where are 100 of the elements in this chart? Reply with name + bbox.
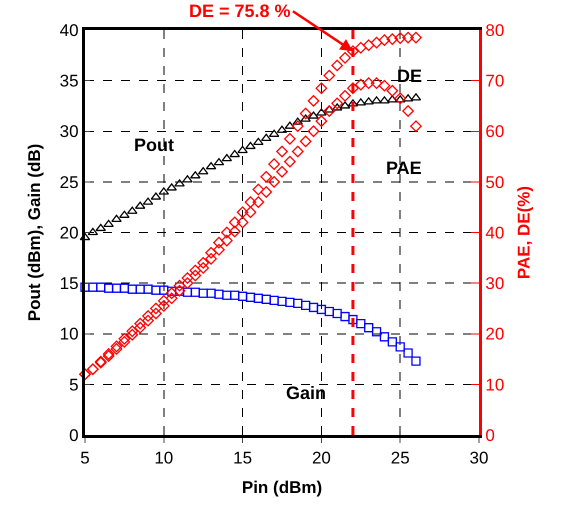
point	[174, 280, 186, 292]
point	[284, 156, 296, 168]
point	[308, 302, 318, 312]
point	[254, 294, 264, 303]
point	[411, 356, 421, 366]
point	[276, 146, 288, 158]
point	[308, 95, 320, 107]
point	[237, 146, 248, 154]
point	[222, 154, 232, 162]
y2-tick-label: 0	[485, 426, 495, 445]
point	[80, 232, 90, 240]
point	[228, 226, 241, 238]
point	[394, 92, 406, 104]
point	[323, 70, 336, 82]
y-tick-label: 40	[60, 20, 79, 40]
point	[228, 216, 241, 228]
point	[134, 318, 146, 330]
point	[214, 290, 224, 299]
y-axis-title: Pout (dBm), Gain (dB)	[25, 144, 44, 322]
point	[190, 288, 200, 297]
point	[364, 323, 374, 332]
point	[316, 115, 328, 127]
y-tick-label: 15	[60, 274, 79, 294]
y-tick-label: 0	[69, 426, 79, 445]
point	[198, 288, 208, 298]
point	[253, 138, 264, 146]
y2-tick-label: 30	[485, 274, 504, 294]
point	[332, 308, 342, 318]
point	[268, 158, 280, 170]
point	[244, 196, 256, 208]
y-tick-label: 25	[60, 172, 79, 192]
point	[269, 296, 279, 305]
point	[356, 318, 366, 328]
point	[276, 166, 288, 178]
point	[260, 186, 272, 198]
y2-tick-label: 10	[485, 375, 504, 394]
point	[396, 342, 405, 352]
point	[410, 32, 422, 44]
y2-tick-label: 40	[485, 223, 504, 242]
y2-axis-title: PAE, DE(%)	[514, 186, 534, 280]
point	[80, 282, 90, 292]
y2-tick-label: 70	[485, 72, 504, 91]
point	[370, 77, 382, 90]
point	[402, 105, 414, 117]
point	[229, 150, 240, 158]
point	[300, 114, 311, 122]
point	[362, 39, 375, 52]
x-tick-label: 25	[390, 448, 410, 468]
point	[236, 216, 248, 228]
point	[362, 77, 375, 90]
point	[206, 288, 216, 298]
y-tick-label: 5	[69, 375, 79, 394]
annotation: PAE	[386, 158, 422, 178]
point	[158, 300, 170, 312]
point	[220, 226, 233, 238]
point	[268, 176, 280, 188]
point	[324, 105, 335, 113]
point	[378, 34, 390, 46]
point	[324, 306, 334, 316]
point	[402, 32, 414, 44]
point	[394, 32, 406, 44]
point	[308, 125, 320, 138]
point	[126, 325, 138, 338]
point	[332, 103, 342, 111]
point	[371, 96, 382, 104]
point	[370, 36, 382, 49]
point	[348, 99, 358, 107]
point	[126, 328, 138, 341]
point	[110, 343, 122, 355]
point	[347, 82, 359, 94]
point	[166, 292, 178, 304]
point	[166, 287, 178, 300]
point	[323, 105, 336, 117]
y2-tick-label: 20	[485, 324, 504, 344]
point	[354, 42, 367, 54]
point	[151, 286, 161, 295]
x-axis-title: Pin (dBm)	[242, 478, 322, 497]
point	[363, 97, 374, 105]
y-tick-label: 10	[60, 324, 79, 344]
point	[252, 196, 264, 208]
point	[142, 310, 154, 322]
annotation: Gain	[286, 383, 326, 403]
point	[150, 308, 162, 320]
point	[120, 284, 130, 293]
point	[197, 257, 210, 269]
point	[316, 108, 327, 116]
point	[205, 246, 217, 259]
point	[277, 296, 287, 306]
y-tick-label: 30	[60, 122, 79, 142]
point	[354, 78, 367, 91]
point	[104, 284, 114, 293]
point	[220, 234, 233, 246]
point	[308, 111, 319, 119]
point	[379, 96, 390, 104]
point	[158, 187, 170, 195]
annotation: Pout	[134, 135, 174, 155]
x-tick-label: 30	[470, 448, 488, 468]
point	[158, 294, 170, 307]
point	[316, 82, 328, 94]
point	[150, 192, 162, 200]
